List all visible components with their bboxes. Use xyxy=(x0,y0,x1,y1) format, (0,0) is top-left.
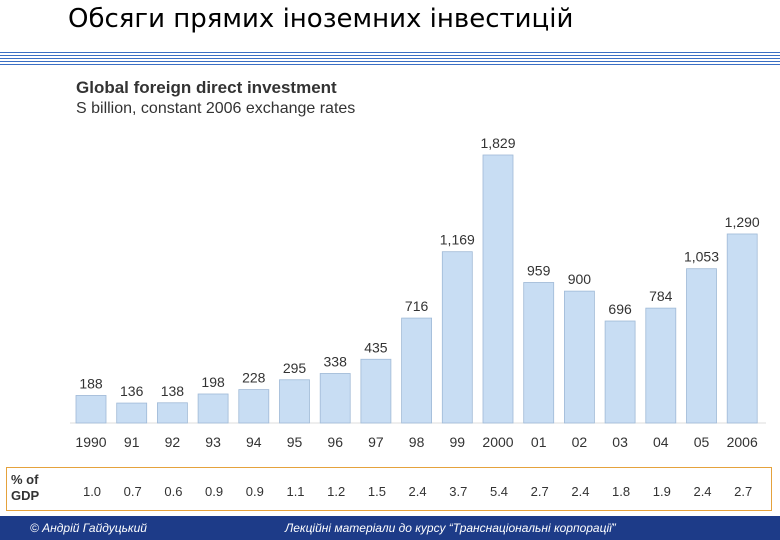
gdp-row-label: % of GDP xyxy=(11,472,51,504)
gdp-value-94: 0.9 xyxy=(245,484,264,499)
bar-92 xyxy=(156,402,188,424)
data-label-02: 900 xyxy=(568,271,592,287)
bar-2006 xyxy=(726,233,758,424)
x-tick-93: 93 xyxy=(205,434,221,450)
data-label-2006: 1,290 xyxy=(725,214,760,230)
x-tick-02: 02 xyxy=(572,434,588,450)
data-label-92: 138 xyxy=(161,383,185,399)
x-tick-95: 95 xyxy=(287,434,303,450)
data-label-96: 338 xyxy=(324,353,348,369)
gdp-value-98: 2.4 xyxy=(408,484,427,499)
gdp-value-92: 0.6 xyxy=(164,484,183,499)
gdp-value-99: 3.7 xyxy=(449,484,468,499)
gdp-value-93: 0.9 xyxy=(205,484,224,499)
x-tick-96: 96 xyxy=(327,434,343,450)
data-label-93: 198 xyxy=(201,374,225,390)
chart-title: Global foreign direct investment xyxy=(76,78,337,97)
bar-05 xyxy=(686,268,717,424)
gdp-label-line2: GDP xyxy=(11,488,40,503)
footer-course: Лекційні матеріали до курсу “Транснаціон… xyxy=(285,521,616,535)
data-label-91: 136 xyxy=(120,383,144,399)
data-label-94: 228 xyxy=(242,370,266,386)
gdp-value-2000: 5.4 xyxy=(489,484,509,499)
x-tick-97: 97 xyxy=(368,434,384,450)
bar-99 xyxy=(441,251,473,424)
bar-96 xyxy=(319,373,351,424)
bar-01 xyxy=(523,282,555,424)
footer-bar: © Андрій Гайдуцький Лекційні матеріали д… xyxy=(0,516,780,540)
gdp-value-02: 2.4 xyxy=(571,484,590,499)
gdp-value-05: 2.4 xyxy=(693,484,712,499)
x-tick-01: 01 xyxy=(531,434,547,450)
gdp-share-row: % of GDP 1.0 0.7 0.6 0.9 0.9 1.1 1.2 1.5 2.4 3.7 5… xyxy=(6,467,772,511)
footer-author: © Андрій Гайдуцький xyxy=(30,521,147,535)
x-tick-03: 03 xyxy=(612,434,628,450)
x-tick-05: 05 xyxy=(694,434,710,450)
chart-subtitle: S billion, constant 2006 exchange rates xyxy=(76,100,356,117)
bar-95 xyxy=(279,379,310,424)
bar-97 xyxy=(360,358,392,424)
title-divider xyxy=(0,52,780,66)
bar-2000 xyxy=(482,154,514,424)
gdp-value-1990: 1.0 xyxy=(82,484,102,499)
x-tick-04: 04 xyxy=(653,434,669,450)
bar-04 xyxy=(645,307,677,424)
bar-93 xyxy=(197,393,229,424)
gdp-value-91: 0.7 xyxy=(123,484,142,499)
x-tick-92: 92 xyxy=(165,434,181,450)
data-label-99: 1,169 xyxy=(440,232,475,248)
bar-02 xyxy=(564,290,595,424)
gdp-value-2006: 2.7 xyxy=(734,484,753,499)
data-label-01: 959 xyxy=(527,262,551,278)
x-tick-1990: 1990 xyxy=(75,434,106,450)
x-tick-98: 98 xyxy=(409,434,425,450)
bar-1990 xyxy=(75,395,107,424)
x-tick-2000: 2000 xyxy=(482,434,513,450)
data-label-04: 784 xyxy=(649,288,673,304)
x-tick-91: 91 xyxy=(124,434,140,450)
data-label-2000: 1,829 xyxy=(480,135,515,151)
gdp-value-04: 1.9 xyxy=(652,484,671,499)
data-label-03: 696 xyxy=(608,301,632,317)
x-tick-99: 99 xyxy=(450,434,466,450)
gdp-value-96: 1.2 xyxy=(327,484,346,499)
data-label-95: 295 xyxy=(283,360,307,376)
data-label-97: 435 xyxy=(364,339,388,355)
data-label-98: 716 xyxy=(405,298,429,314)
bar-chart: 188 1990 136 91 138 92 198 93 228 94 295 95 338 96 435… xyxy=(70,135,766,450)
slide-title: Обсяги прямих іноземних інвестицій xyxy=(68,4,574,34)
x-tick-2006: 2006 xyxy=(727,434,758,450)
gdp-value-01: 2.7 xyxy=(530,484,549,499)
bar-91 xyxy=(116,402,148,424)
data-label-1990: 188 xyxy=(79,375,103,391)
gdp-value-95: 1.1 xyxy=(286,484,305,499)
gdp-value-97: 1.5 xyxy=(367,484,386,499)
x-tick-94: 94 xyxy=(246,434,262,450)
data-label-05: 1,053 xyxy=(684,249,719,265)
bar-03 xyxy=(604,320,636,424)
bar-98 xyxy=(401,317,433,424)
bar-94 xyxy=(238,389,270,424)
gdp-value-03: 1.8 xyxy=(612,484,631,499)
gdp-label-line1: % of xyxy=(11,472,39,487)
